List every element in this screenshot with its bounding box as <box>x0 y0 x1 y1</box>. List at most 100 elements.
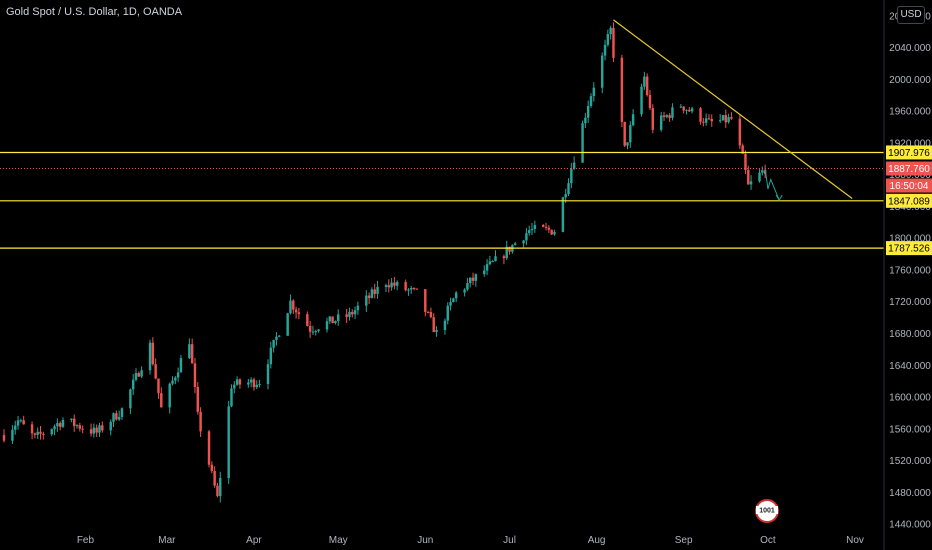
candle <box>505 246 508 259</box>
candle <box>483 270 486 275</box>
candle <box>157 378 160 394</box>
price-tick-label: 1720.000 <box>889 297 931 308</box>
price-tick-label: 1760.000 <box>889 265 931 276</box>
time-tick-label: Apr <box>246 535 262 546</box>
candle <box>542 225 545 227</box>
candle <box>612 27 615 58</box>
candle <box>530 229 534 231</box>
currency-button[interactable]: USD <box>897 6 925 24</box>
candle <box>527 230 531 234</box>
level-price-tag: 1847.089 <box>888 196 930 207</box>
candle <box>81 428 84 430</box>
price-tick-label: 1440.000 <box>889 520 931 531</box>
candle <box>494 256 497 262</box>
candle <box>508 246 511 252</box>
candle <box>216 485 219 497</box>
candle <box>308 326 312 332</box>
candle <box>645 76 649 95</box>
candle <box>294 309 298 313</box>
candle <box>39 431 42 434</box>
candle <box>721 115 725 121</box>
time-axis[interactable]: Feb Mar Apr May Jun Jul Aug Sep Oct Nov <box>77 535 864 546</box>
candle <box>629 125 632 143</box>
candle <box>502 256 506 259</box>
candle <box>584 117 587 124</box>
candle <box>275 336 278 340</box>
candle <box>249 379 253 383</box>
candle <box>463 289 466 293</box>
candle <box>252 379 256 388</box>
price-axis[interactable]: 1440.000 1480.000 1520.000 1560.000 1600.000… <box>883 0 932 550</box>
candle <box>513 243 517 246</box>
candle <box>353 310 357 315</box>
time-tick-label: Jun <box>417 535 433 546</box>
candle <box>601 55 604 88</box>
candle <box>233 384 236 389</box>
price-tick-label: 1800.000 <box>889 234 931 245</box>
candle <box>72 418 76 427</box>
candle <box>337 314 340 322</box>
candle <box>210 464 214 471</box>
candle <box>78 425 82 429</box>
candle <box>154 364 157 379</box>
candle <box>623 121 626 146</box>
candle <box>727 117 730 123</box>
candle <box>356 305 360 311</box>
candle <box>174 377 177 381</box>
candle <box>384 285 388 287</box>
candle <box>561 197 565 232</box>
candle <box>640 86 643 115</box>
candle <box>376 286 379 294</box>
candle <box>415 288 419 290</box>
candle <box>171 380 174 384</box>
candle <box>117 416 121 420</box>
candle <box>115 413 118 420</box>
candle <box>297 312 301 315</box>
candle <box>747 170 750 185</box>
level-price-tag-bg <box>886 145 932 160</box>
candle <box>36 431 39 435</box>
candle <box>311 331 315 333</box>
candle <box>42 433 45 435</box>
candle <box>570 168 573 184</box>
candle <box>30 424 34 434</box>
candle <box>718 120 722 122</box>
candle <box>533 225 537 230</box>
candle <box>758 172 761 182</box>
candle <box>266 364 270 385</box>
level-price-tag-bg <box>886 241 932 256</box>
candle <box>620 57 624 122</box>
time-tick-label: Feb <box>77 535 95 546</box>
candle <box>109 421 112 431</box>
candle <box>710 118 713 122</box>
candle <box>471 277 475 281</box>
time-tick-label: Jul <box>503 535 516 546</box>
candle <box>334 321 337 324</box>
candle <box>466 283 469 290</box>
candle <box>207 431 211 465</box>
candle <box>365 295 368 306</box>
candle <box>137 373 141 377</box>
price-tick-label: 1640.000 <box>889 361 931 372</box>
candle <box>704 118 708 123</box>
candle <box>452 298 455 303</box>
candle <box>592 87 596 97</box>
candle <box>235 379 239 385</box>
candle <box>435 330 438 333</box>
projection-arrow <box>775 194 783 202</box>
candle <box>19 420 23 422</box>
candle <box>454 292 458 299</box>
candle <box>589 96 593 107</box>
time-tick-label: Mar <box>158 535 176 546</box>
candle <box>213 470 216 486</box>
candle <box>668 115 671 118</box>
candle <box>699 108 702 122</box>
candle <box>390 282 393 288</box>
candle <box>89 429 93 434</box>
price-tick-label: 1560.000 <box>889 424 931 435</box>
candle <box>643 76 646 87</box>
candle <box>120 408 124 417</box>
candle <box>407 289 410 291</box>
candle <box>230 388 233 407</box>
